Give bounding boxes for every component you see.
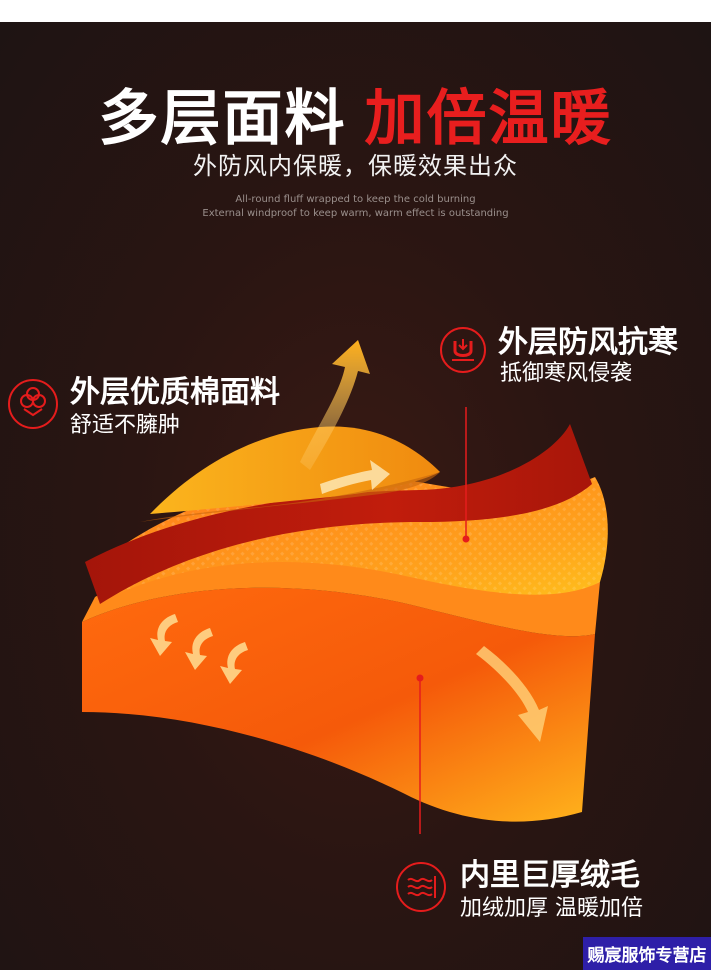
inner-fleece-top xyxy=(82,555,600,637)
pointer-dot-windproof xyxy=(462,535,470,543)
downward-arrow xyxy=(476,646,548,742)
small-right-arrow xyxy=(320,460,390,494)
english-caption-2: External windproof to keep warm, warm ef… xyxy=(202,208,509,219)
magnet-icon xyxy=(440,327,486,373)
warmth-arrows xyxy=(150,614,248,684)
english-caption-1: All-round fluff wrapped to keep the cold… xyxy=(235,194,476,205)
outer-cotton-edge xyxy=(140,472,440,522)
feature-desc: 加绒加厚 温暖加倍 xyxy=(460,896,643,921)
subtitle: 外防风内保暖，保暖效果出众 xyxy=(193,152,518,180)
pointer-dot-fleece xyxy=(416,674,424,682)
feature-title: 内里巨厚绒毛 xyxy=(460,858,640,893)
outer-cotton-layer xyxy=(150,426,440,514)
cotton-icon xyxy=(8,379,58,429)
upward-arrow xyxy=(300,340,370,470)
title-white-part: 多层面料 xyxy=(98,84,347,154)
feature-title: 外层优质棉面料 xyxy=(70,375,280,410)
fabric-layers-illustration xyxy=(82,340,608,834)
feature-desc: 抵御寒风侵袭 xyxy=(500,361,633,386)
heat-wave-icon xyxy=(396,862,446,912)
inner-fleece-layer xyxy=(82,587,595,822)
page-title: 多层面料 加倍温暖 xyxy=(0,70,711,157)
feature-title: 外层防风抗寒 xyxy=(498,325,678,360)
shop-name-badge[interactable]: 赐宸服饰专营店 xyxy=(583,937,711,970)
windproof-layer xyxy=(85,424,592,604)
title-red-part: 加倍温暖 xyxy=(364,84,613,154)
feature-desc: 舒适不臃肿 xyxy=(70,413,181,438)
product-poster: 多层面料 加倍温暖 外防风内保暖，保暖效果出众 All-round fluff w… xyxy=(0,22,711,970)
